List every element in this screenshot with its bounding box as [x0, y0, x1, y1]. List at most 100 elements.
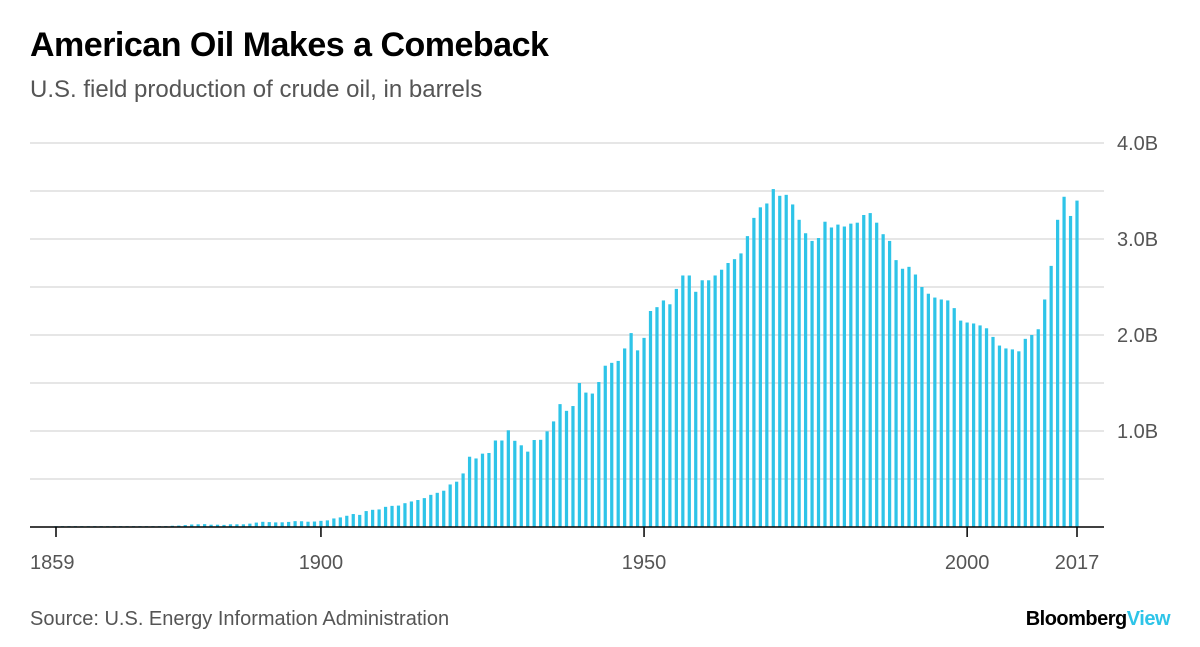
bar: [1017, 351, 1021, 527]
bar: [823, 221, 827, 527]
x-tick-label: 1950: [622, 552, 667, 574]
bar: [978, 325, 982, 527]
bar: [416, 500, 420, 527]
bar: [810, 240, 814, 528]
bar: [403, 503, 407, 527]
bar: [267, 522, 271, 527]
bar: [803, 233, 808, 528]
bar: [997, 345, 1002, 527]
bar: [668, 304, 672, 527]
bar: [532, 440, 536, 527]
bar: [377, 509, 381, 527]
bar: [467, 456, 472, 527]
brand-logo-part1: Bloomberg: [1025, 608, 1128, 630]
bar: [642, 337, 646, 527]
bar: [791, 204, 795, 527]
bar: [429, 494, 433, 527]
bar: [455, 481, 459, 527]
y-tick-label: 2.0B: [1117, 325, 1158, 347]
bar: [1010, 349, 1014, 527]
bar: [907, 266, 911, 527]
bar: [719, 269, 724, 527]
bar: [487, 452, 491, 527]
bar: [726, 263, 730, 527]
bar: [571, 406, 575, 527]
bar: [190, 524, 194, 527]
y-tick-label: 1.0B: [1117, 421, 1158, 443]
bar: [254, 522, 258, 527]
bar: [894, 260, 898, 527]
bar: [1075, 200, 1079, 527]
bar: [635, 350, 640, 527]
bar: [312, 521, 317, 527]
source-note: Source: U.S. Energy Information Administ…: [30, 608, 450, 630]
bar: [526, 451, 530, 527]
bar: [1030, 335, 1034, 527]
bar: [913, 274, 918, 527]
bar: [545, 431, 549, 527]
bar: [971, 323, 976, 527]
bar: [752, 217, 756, 527]
bar: [959, 320, 963, 527]
bar: [409, 501, 414, 527]
bar: [319, 520, 323, 527]
bar: [674, 288, 678, 527]
bar: [293, 521, 297, 527]
bar: [797, 219, 801, 528]
bar: [203, 524, 207, 527]
bar: [648, 311, 653, 527]
bar: [196, 524, 200, 527]
bar: [539, 439, 543, 527]
bar: [816, 238, 821, 528]
bar: [900, 268, 905, 527]
bar: [500, 440, 504, 527]
bar: [778, 195, 782, 528]
bar: [577, 383, 582, 527]
bar: [920, 287, 924, 527]
bar: [713, 275, 717, 527]
brand-logo-part2: View: [1126, 608, 1171, 630]
bar: [513, 440, 517, 527]
bar: [390, 505, 394, 527]
bar: [1055, 219, 1060, 528]
bar: [933, 297, 937, 527]
bar: [183, 525, 187, 527]
bar: [1036, 329, 1040, 527]
bar: [248, 523, 252, 527]
bar: [623, 348, 627, 527]
bar: [358, 514, 362, 527]
bar: [299, 521, 304, 527]
bar: [687, 275, 691, 527]
bar: [241, 524, 246, 527]
bar: [842, 226, 846, 527]
bar: [422, 498, 426, 527]
bar: [442, 490, 446, 527]
bar: [700, 280, 704, 527]
x-tick-label: 2017: [1055, 552, 1100, 574]
chart-title: American Oil Makes a Comeback: [30, 26, 549, 64]
bar: [371, 509, 375, 527]
x-tick-label: 1900: [299, 552, 344, 574]
bar: [506, 430, 510, 527]
bar: [396, 505, 401, 527]
bar: [849, 223, 853, 527]
bar: [564, 410, 569, 527]
bar: [965, 322, 969, 527]
bar: [681, 275, 685, 527]
bar: [829, 227, 834, 528]
bar: [480, 453, 485, 527]
bar: [228, 524, 233, 527]
bar: [991, 336, 995, 527]
bar: [745, 236, 750, 527]
bar: [474, 458, 478, 527]
bar: [732, 259, 737, 527]
bar: [493, 440, 498, 527]
bar: [558, 404, 562, 527]
bar: [274, 522, 278, 527]
bar: [881, 234, 885, 527]
bar: [836, 224, 840, 527]
x-tick-label: 1859: [30, 552, 75, 574]
bar: [939, 299, 943, 527]
bar: [383, 506, 388, 527]
